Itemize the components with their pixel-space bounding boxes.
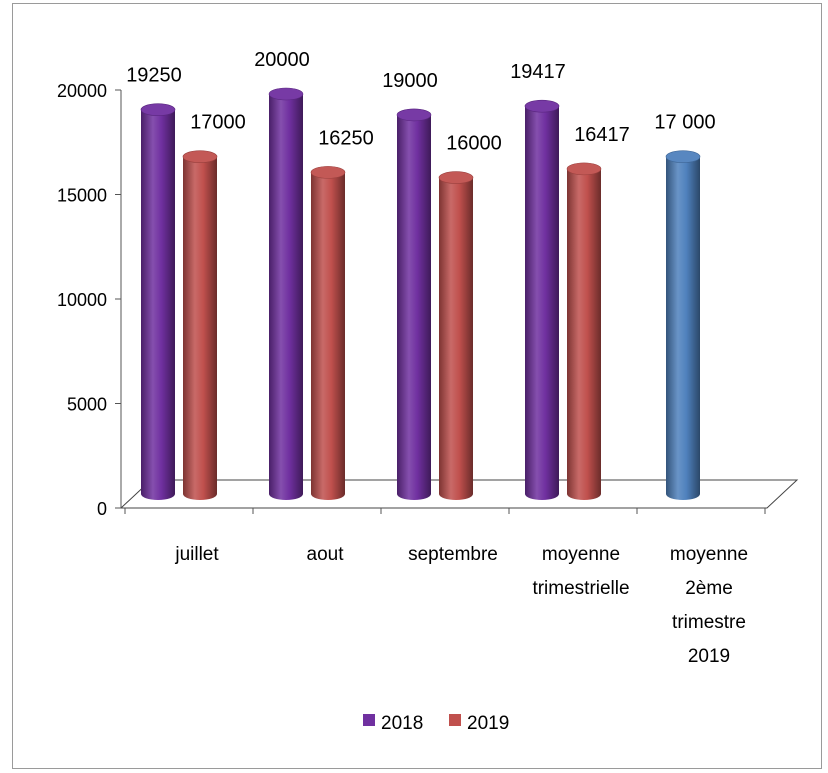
data-label-extra: 17 000	[654, 112, 715, 134]
data-label-2019: 16250	[318, 127, 374, 149]
x-category-label: moyenne	[670, 544, 748, 565]
x-category-label: trimestrielle	[532, 578, 629, 599]
legend-label-2019: 2019	[467, 713, 509, 734]
bar-2019-0-top	[182, 150, 218, 163]
x-category-label: septembre	[408, 544, 498, 565]
data-label-2018: 20000	[254, 49, 310, 71]
x-category-label: moyenne	[542, 544, 620, 565]
bar-2018-2-body	[397, 114, 431, 501]
bar-2019-3	[566, 162, 602, 500]
bar-2019-0	[182, 150, 218, 500]
bar-2019-2-body	[439, 177, 473, 500]
bar-2018-0	[140, 103, 176, 501]
bar-extra-top	[665, 150, 701, 163]
y-tick-label: 15000	[57, 186, 107, 206]
data-label-2019: 16417	[574, 124, 630, 146]
bar-2018-2-top	[396, 108, 432, 122]
x-category-label: 2019	[688, 646, 730, 667]
bar-2018-1-top	[268, 87, 304, 101]
y-tick-label: 20000	[57, 81, 107, 101]
x-category-label: trimestre	[672, 612, 746, 633]
data-label-2018: 19250	[126, 65, 182, 87]
x-category-label: juillet	[174, 544, 219, 565]
bar-2018-0-top	[140, 103, 176, 116]
bar-2018-1	[268, 87, 304, 500]
y-tick-label: 10000	[57, 290, 107, 310]
y-tick-label: 0	[97, 499, 107, 519]
x-category-label: aout	[307, 544, 345, 565]
chart-frame: 0 5000 10000 15000 20000 juillet aout septembre…	[12, 3, 822, 769]
data-label-2018: 19417	[510, 61, 566, 83]
bar-2019-0-body	[183, 156, 217, 500]
bar-2018-3-top	[524, 99, 560, 113]
bar-2018-1-body	[269, 94, 303, 500]
bar-2019-1-body	[311, 172, 345, 500]
chart: 0 5000 10000 15000 20000 juillet aout septembre…	[57, 49, 799, 734]
x-category-label: 2ème	[685, 578, 733, 599]
y-tick-label: 5000	[67, 395, 107, 415]
bar-2018-0-body	[141, 109, 175, 501]
legend-swatch-2019	[449, 714, 461, 726]
bar-2019-2	[438, 171, 474, 500]
bar-extra-body	[666, 156, 700, 500]
bar-extra	[665, 150, 701, 500]
data-label-2019: 16000	[446, 133, 502, 155]
bar-2019-3-top	[566, 162, 602, 176]
legend-label-2018: 2018	[381, 713, 423, 734]
bar-2019-3-body	[567, 168, 601, 500]
data-label-2019: 17000	[190, 112, 246, 134]
data-label-2018: 19000	[382, 70, 438, 92]
bar-2019-2-top	[438, 171, 474, 184]
bar-2018-3	[524, 99, 560, 501]
bar-2019-1-top	[310, 166, 346, 179]
legend-swatch-2018	[363, 714, 375, 726]
bar-2019-1	[310, 166, 346, 500]
bar-2018-2	[396, 108, 432, 501]
bar-2018-3-body	[525, 106, 559, 501]
